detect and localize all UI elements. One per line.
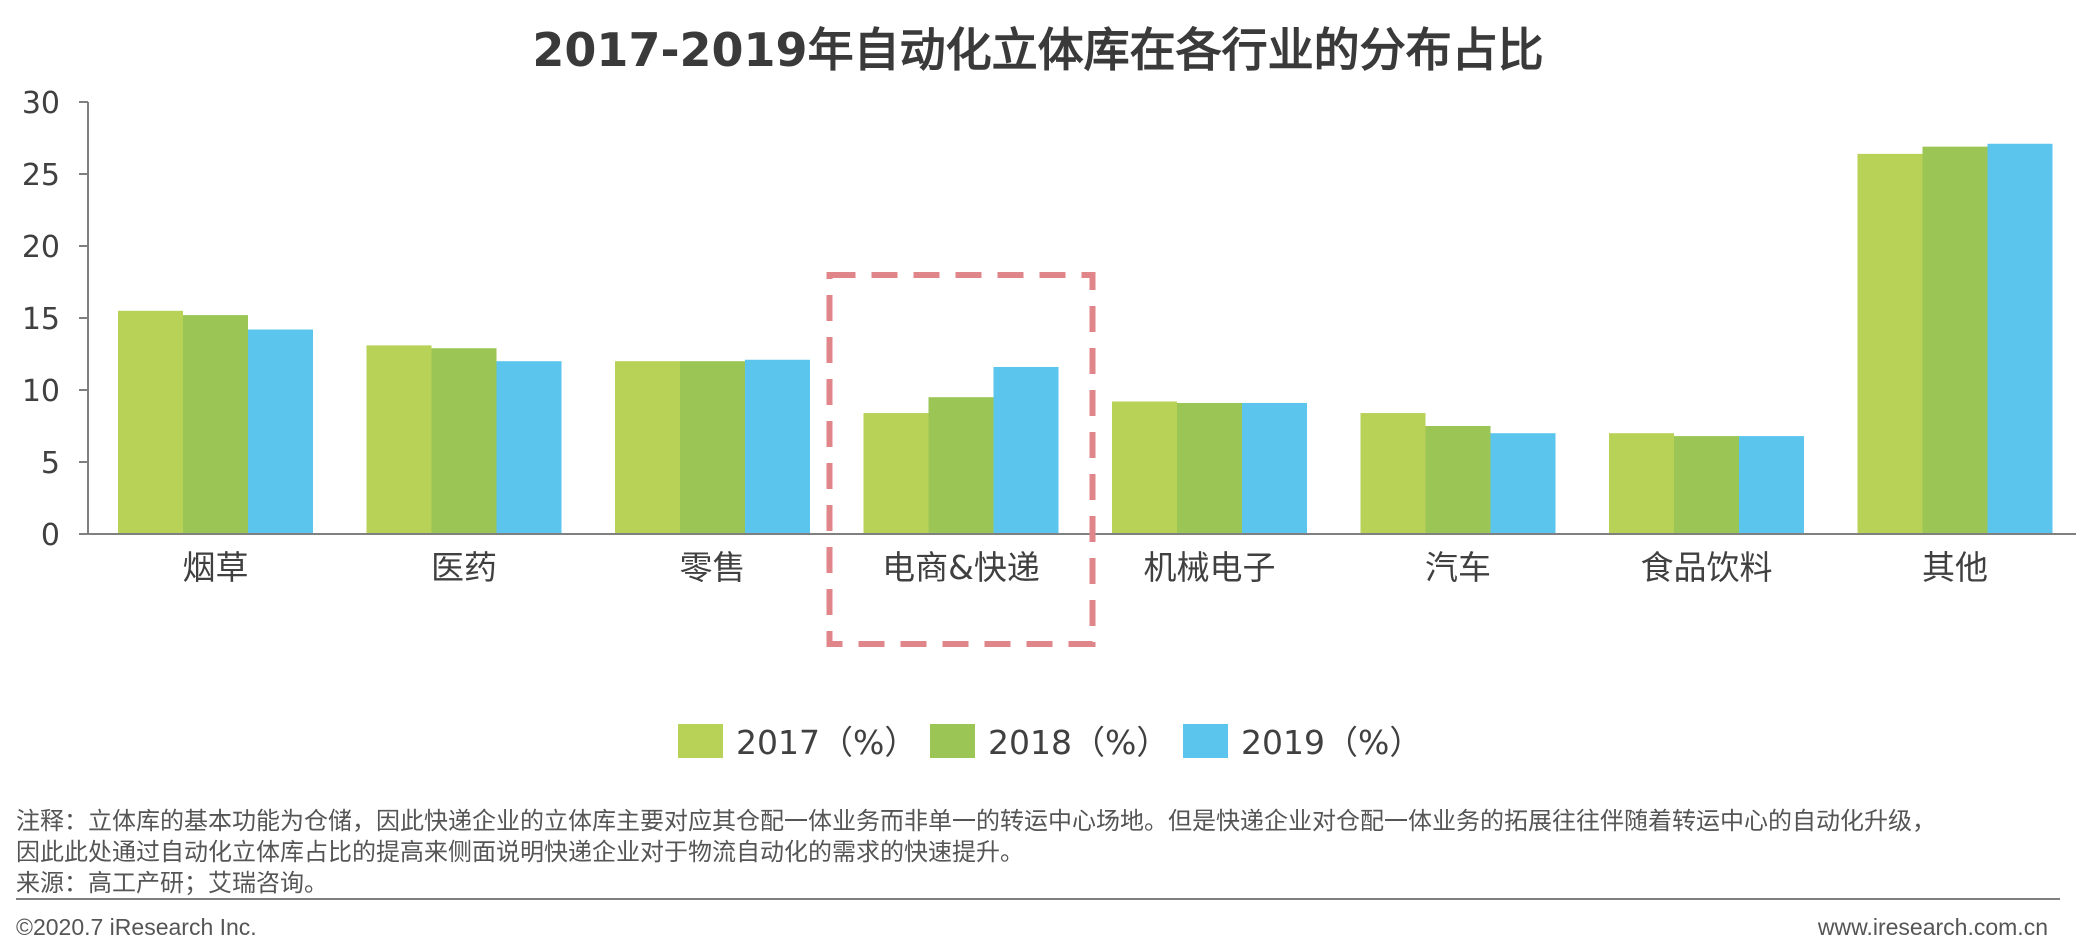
- x-category-label: 汽车: [1425, 548, 1491, 587]
- source-text: 来源：高工产研；艾瑞咨询。: [16, 869, 328, 897]
- bar-3-1: [248, 329, 313, 534]
- website-link[interactable]: www.iresearch.com.cn: [1817, 914, 2048, 940]
- bar-1-3: [615, 361, 680, 534]
- bar-1-6: [1360, 413, 1426, 534]
- y-tick-label: 10: [22, 374, 60, 409]
- x-category-label: 零售: [680, 548, 746, 587]
- footer-divider: [16, 898, 2060, 900]
- legend-label-2: 2018（%）: [988, 723, 1169, 762]
- bar-3-2: [496, 361, 562, 534]
- bar-2-6: [1425, 426, 1491, 534]
- bar-3-3: [745, 359, 810, 534]
- bar-1-5: [1112, 401, 1177, 534]
- note-text-continued: 因此此处通过自动化立体库占比的提高来侧面说明快递企业对于物流自动化的需求的快速提…: [16, 838, 1024, 866]
- bar-2-4: [928, 397, 994, 534]
- bar-2-1: [183, 315, 248, 534]
- y-tick-label: 20: [22, 230, 60, 265]
- x-category-label: 电商&快递: [882, 548, 1040, 587]
- legend-swatch-3: [1183, 724, 1228, 758]
- x-category-label: 烟草: [183, 548, 249, 587]
- bar-2-3: [680, 361, 745, 534]
- copyright-text: ©2020.7 iResearch Inc.: [16, 914, 257, 940]
- bar-3-7: [1739, 436, 1804, 534]
- bar-2-7: [1674, 436, 1739, 534]
- bar-3-4: [993, 366, 1059, 534]
- bar-1-7: [1609, 433, 1674, 534]
- x-category-label: 其他: [1922, 548, 1988, 587]
- y-tick-label: 0: [41, 518, 60, 553]
- bar-2-5: [1177, 402, 1242, 534]
- chart-title: 2017-2019年自动化立体库在各行业的分布占比: [532, 23, 1544, 77]
- legend-swatch-1: [678, 724, 723, 758]
- legend-swatch-2: [930, 724, 975, 758]
- legend-label-3: 2019（%）: [1241, 723, 1422, 762]
- bar-1-8: [1857, 153, 1923, 534]
- y-tick-label: 25: [22, 158, 60, 193]
- x-category-label: 机械电子: [1144, 548, 1276, 587]
- y-tick-label: 30: [22, 86, 60, 121]
- y-tick-label: 5: [41, 446, 60, 481]
- bar-2-2: [431, 348, 497, 534]
- bar-3-8: [1987, 143, 2053, 534]
- bar-1-2: [366, 345, 432, 534]
- bar-3-6: [1490, 433, 1556, 534]
- x-category-label: 食品饮料: [1641, 548, 1773, 587]
- bar-1-1: [118, 310, 183, 534]
- legend-label-1: 2017（%）: [736, 723, 917, 762]
- y-tick-label: 15: [22, 302, 60, 337]
- bar-3-5: [1242, 402, 1307, 534]
- highlight-box: [826, 272, 1096, 647]
- bar-chart: 0 5 10 15 20 25 30 烟草 医药 零售 电商&快递 机械电子 汽车 食品饮料 其他 2017（…: [22, 86, 2076, 762]
- bar-2-8: [1922, 146, 1988, 534]
- bar-1-4: [863, 413, 929, 534]
- note-text: 注释：立体库的基本功能为仓储，因此快递企业的立体库主要对应其仓配一体业务而非单一…: [16, 807, 1936, 835]
- x-category-label: 医药: [431, 548, 497, 587]
